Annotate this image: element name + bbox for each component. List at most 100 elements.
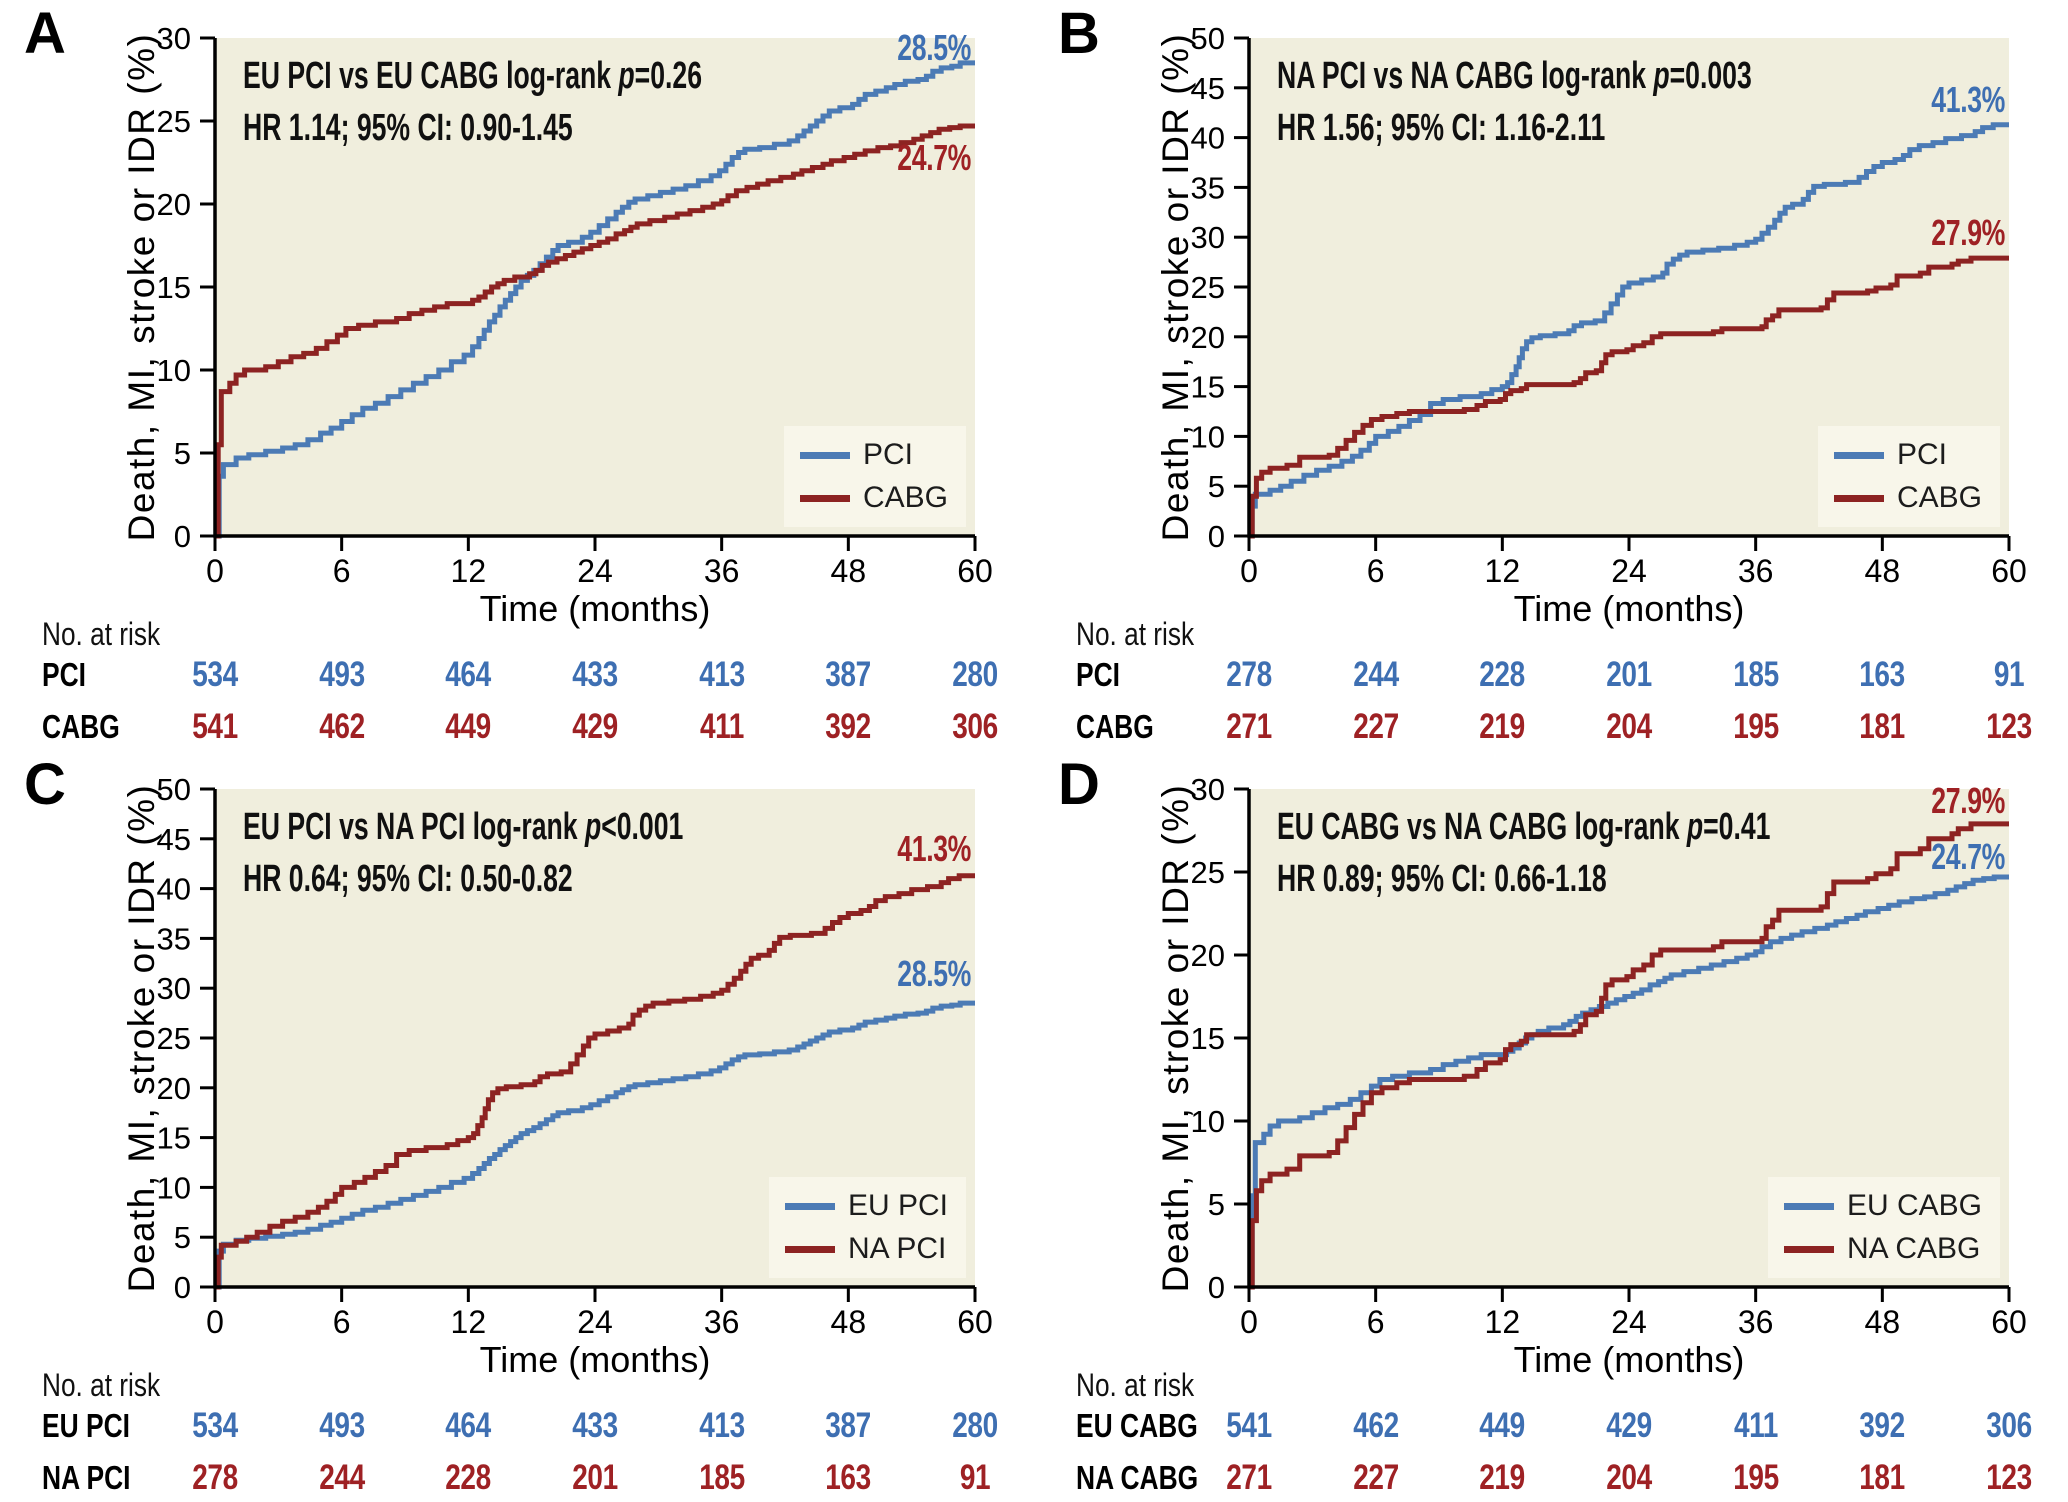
at-risk-title: No. at risk <box>1076 1367 1195 1403</box>
comparison-text: EU PCI vs EU CABG log-rank <box>243 55 619 97</box>
legend-label: EU CABG <box>1846 1189 1982 1222</box>
at-risk-count: 413 <box>698 655 745 694</box>
at-risk-count: 91 <box>1993 655 2025 694</box>
x-tick-label: 60 <box>957 553 993 589</box>
at-risk-count: 464 <box>445 1406 492 1445</box>
legend-label: EU PCI <box>847 1189 948 1222</box>
x-tick-label: 12 <box>1485 553 1521 589</box>
at-risk-count: 433 <box>572 655 618 694</box>
at-risk-count: 449 <box>1479 1406 1526 1445</box>
y-tick-label: 30 <box>1191 220 1225 255</box>
y-tick-label: 30 <box>1191 772 1225 807</box>
x-tick-label: 48 <box>1865 553 1901 589</box>
at-risk-row-label: CABG <box>42 708 120 745</box>
panel-b: 0 5 10 15 20 25 30 35 40 45 50 0 6 12 24 36 48 60 B Death… <box>1034 0 2068 751</box>
y-tick-label: 5 <box>1208 1187 1225 1222</box>
legend: PCI CABG <box>783 426 966 527</box>
y-tick-label: 15 <box>157 270 191 305</box>
at-risk-count: 387 <box>825 1406 872 1445</box>
x-tick-label: 24 <box>577 553 613 589</box>
y-tick-label: 25 <box>1191 270 1225 305</box>
legend-label: PCI <box>1896 438 1947 471</box>
x-tick-label: 60 <box>957 1304 993 1340</box>
at-risk-count: 449 <box>445 707 492 746</box>
y-tick-label: 30 <box>157 971 191 1006</box>
at-risk-count: 433 <box>572 1406 618 1445</box>
at-risk-count: 464 <box>445 655 492 694</box>
at-risk-count: 462 <box>1352 1406 1399 1445</box>
at-risk-row: PCI 534 493 464 433 413 387 280 <box>0 652 1034 698</box>
panel-letter: D <box>1058 752 1100 817</box>
blue-km-curve <box>1249 874 2009 1290</box>
y-tick-label: 5 <box>174 1220 191 1255</box>
at-risk-count: 204 <box>1606 707 1652 746</box>
at-risk-row: CABG 541 462 449 429 411 392 306 <box>0 704 1034 750</box>
at-risk-count: 163 <box>1859 655 1906 694</box>
comparison-text: NA PCI vs NA CABG log-rank <box>1277 55 1654 97</box>
curve-end-label: 27.9% <box>1931 212 2005 254</box>
y-axis-label: Death, MI, stroke or IDR (%) <box>1155 32 1196 542</box>
blue-km-curve <box>215 1000 975 1290</box>
at-risk-row-label: PCI <box>42 656 87 693</box>
at-risk-count: 91 <box>959 1458 991 1497</box>
x-tick-label: 0 <box>206 1304 224 1340</box>
logrank-line: EU CABG vs NA CABG log-rank p=0.41 <box>1277 801 1770 853</box>
y-tick-label: 40 <box>1191 121 1225 156</box>
at-risk-count: 280 <box>952 655 998 694</box>
x-tick-label: 6 <box>333 553 351 589</box>
x-tick-label: 24 <box>1611 1304 1647 1340</box>
y-tick-label: 10 <box>157 1170 191 1205</box>
at-risk-row-label: PCI <box>1076 656 1121 693</box>
at-risk-count: 413 <box>698 1406 745 1445</box>
y-tick-label: 20 <box>1191 320 1225 355</box>
stats-annotation: EU PCI vs NA PCI log-rank p<0.001 HR 0.6… <box>243 801 683 905</box>
at-risk-count: 493 <box>318 655 365 694</box>
y-tick-label: 50 <box>1191 21 1225 56</box>
blue-km-curve <box>1249 122 2009 539</box>
stats-annotation: EU PCI vs EU CABG log-rank p=0.26 HR 1.1… <box>243 50 702 154</box>
y-tick-label: 5 <box>174 436 191 471</box>
curve-end-label: 41.3% <box>1931 78 2005 120</box>
panel-d: 0 5 10 15 20 25 30 0 6 12 24 36 48 60 D Death, MI, st… <box>1034 751 2068 1502</box>
y-tick-label: 15 <box>157 1121 191 1156</box>
legend-entry: CABG <box>1833 481 1982 515</box>
at-risk-count: 387 <box>825 655 872 694</box>
x-tick-label: 0 <box>1240 1304 1258 1340</box>
curve-end-label: 41.3% <box>897 827 971 869</box>
legend-entry: PCI <box>1833 438 1982 472</box>
stats-annotation: NA PCI vs NA CABG log-rank p=0.003 HR 1.… <box>1277 50 1752 154</box>
x-tick-label: 6 <box>333 1304 351 1340</box>
km-plot-c: 0 5 10 15 20 25 30 35 40 45 50 0 6 12 24 36 48 60 <box>157 772 993 1340</box>
p-value: =0.26 <box>634 55 702 97</box>
legend: EU PCI NA PCI <box>768 1177 966 1278</box>
x-tick-label: 48 <box>831 553 867 589</box>
at-risk-count: 201 <box>572 1458 618 1497</box>
x-tick-label: 60 <box>1991 553 2027 589</box>
legend-label: CABG <box>1896 481 1982 514</box>
at-risk-count: 227 <box>1352 707 1399 746</box>
at-risk-count: 228 <box>445 1458 492 1497</box>
at-risk-row-label: CABG <box>1076 708 1154 745</box>
x-tick-label: 12 <box>1485 1304 1521 1340</box>
at-risk-count: 392 <box>1859 1406 1906 1445</box>
at-risk-count: 429 <box>572 707 618 746</box>
panel-letter: A <box>24 1 66 66</box>
logrank-line: EU PCI vs EU CABG log-rank p=0.26 <box>243 50 702 102</box>
p-symbol: p <box>1686 806 1704 848</box>
hr-line: HR 1.14; 95% CI: 0.90-1.45 <box>243 107 573 149</box>
y-tick-label: 20 <box>1191 938 1225 973</box>
red-km-curve <box>215 873 975 1290</box>
curve-end-label: 24.7% <box>897 136 971 178</box>
panel-letter: B <box>1058 1 1100 66</box>
y-tick-label: 35 <box>1191 170 1225 205</box>
y-tick-label: 0 <box>174 1270 191 1305</box>
blue-line-swatch <box>799 451 850 459</box>
at-risk-row-label: NA CABG <box>1076 1459 1199 1496</box>
at-risk-count: 493 <box>318 1406 365 1445</box>
x-tick-label: 36 <box>704 553 740 589</box>
at-risk-count: 534 <box>192 1406 238 1445</box>
at-risk-title: No. at risk <box>1076 616 1195 652</box>
at-risk-count: 201 <box>1606 655 1652 694</box>
curve-end-label: 24.7% <box>1931 836 2005 878</box>
